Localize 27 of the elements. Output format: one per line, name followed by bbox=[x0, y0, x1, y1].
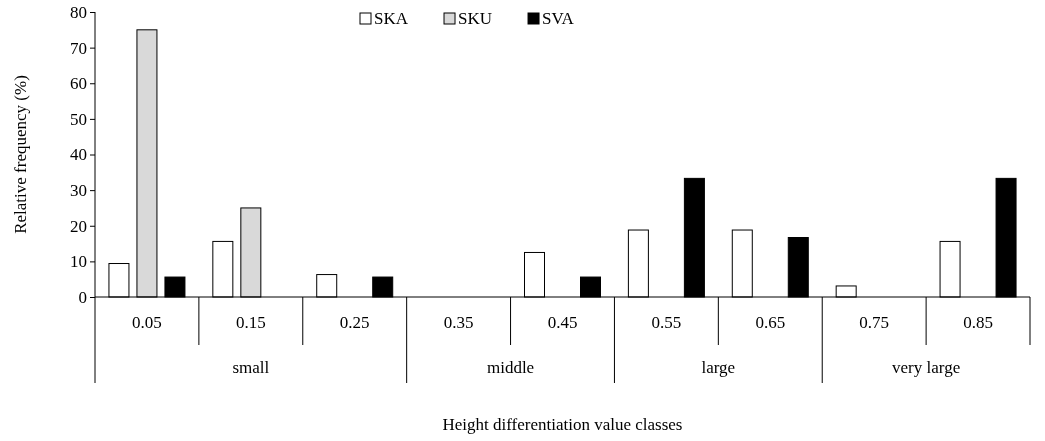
text: very large bbox=[892, 358, 961, 377]
x-tick-label: 0.45 bbox=[547, 313, 578, 332]
y-tick-label: 60 bbox=[70, 74, 87, 94]
text: small bbox=[232, 358, 270, 377]
y-tick-label: 50 bbox=[70, 109, 87, 129]
y-tick-label: 70 bbox=[70, 38, 87, 58]
x-tick-label: 0.25 bbox=[339, 313, 370, 332]
legend-label: SKA bbox=[374, 9, 409, 28]
text: large bbox=[701, 358, 736, 377]
y-tick-label: 10 bbox=[70, 252, 87, 272]
x-tick-label: 0.85 bbox=[963, 313, 993, 332]
legend-label: SKU bbox=[458, 9, 493, 28]
legend-label: SVA bbox=[542, 9, 575, 28]
y-tick-label: 80 bbox=[70, 2, 87, 22]
x-tick-label: 0.05 bbox=[132, 313, 162, 332]
x-tick-label: 0.75 bbox=[859, 313, 890, 332]
x-tick-label: 0.35 bbox=[443, 313, 474, 332]
x-tick-label: 0.65 bbox=[755, 313, 786, 332]
y-axis-title: Relative frequency (%) bbox=[11, 75, 30, 234]
y-tick-label: 0 bbox=[78, 287, 87, 307]
y-tick-label: 20 bbox=[70, 216, 87, 236]
y-tick-label: 30 bbox=[70, 181, 87, 201]
text: middle bbox=[486, 358, 535, 377]
x-axis-title: Height differentiation value classes bbox=[442, 415, 683, 434]
x-tick-label: 0.15 bbox=[235, 313, 266, 332]
y-tick-label: 40 bbox=[70, 145, 87, 165]
x-tick-label: 0.55 bbox=[651, 313, 682, 332]
